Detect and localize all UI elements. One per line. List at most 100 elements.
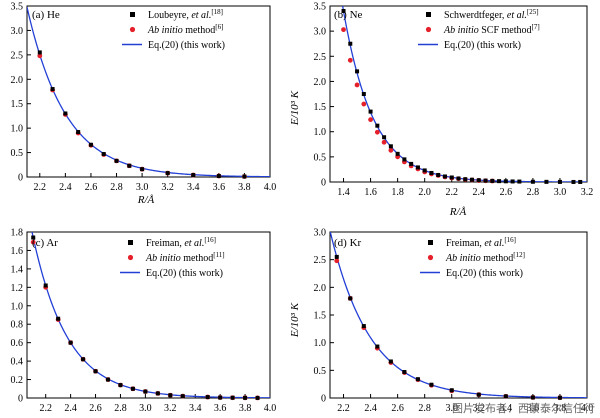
data-point-square bbox=[402, 157, 407, 162]
y-axis-label: E/10³ K bbox=[289, 90, 301, 126]
data-point-circle bbox=[30, 239, 36, 245]
data-point-circle bbox=[361, 101, 367, 107]
x-tick-label: 3.6 bbox=[214, 403, 227, 414]
data-point-square bbox=[402, 369, 407, 374]
data-point-square bbox=[503, 394, 508, 399]
y-tick-label: 1.0 bbox=[314, 338, 327, 349]
x-tick-label: 2.8 bbox=[114, 403, 127, 414]
data-point-square bbox=[517, 179, 522, 184]
data-point-square bbox=[578, 179, 583, 184]
data-point-square bbox=[50, 87, 55, 92]
x-tick-label: 1.8 bbox=[391, 187, 404, 198]
plot-frame bbox=[329, 5, 588, 183]
panel-label: (b) Ne bbox=[334, 9, 363, 21]
chart-panel-2: 1.4 1.6 1.8 2.0 2.2 2.4 2.6 2.8 3.0 3.2 0 0.5 1.0 1.5… bbox=[289, 2, 594, 219]
data-point-square bbox=[388, 359, 393, 364]
x-tick-label: 2.2 bbox=[39, 403, 52, 414]
x-tick-label: 1.4 bbox=[337, 187, 350, 198]
data-point-square bbox=[165, 171, 170, 176]
data-point-square bbox=[557, 395, 562, 400]
data-point-square bbox=[218, 395, 223, 400]
x-tick-label: 2.6 bbox=[85, 182, 98, 193]
x-tick-label: 3.2 bbox=[581, 187, 594, 198]
y-tick-label: 0.6 bbox=[11, 338, 24, 349]
legend: Freiman, et al.[16] Ab initio method[11] E… bbox=[120, 236, 225, 279]
data-point-square bbox=[476, 178, 481, 183]
data-point-square bbox=[180, 394, 185, 399]
y-tick-label: 0 bbox=[18, 173, 23, 184]
data-point-square bbox=[497, 179, 502, 184]
x-tick-label: 2.2 bbox=[34, 182, 47, 193]
y-tick-label: 1.2 bbox=[11, 283, 24, 294]
y-tick-label: 2.0 bbox=[314, 283, 327, 294]
data-point-square bbox=[355, 69, 360, 74]
legend-label: Ab initio method[6] bbox=[147, 23, 223, 36]
legend-circle-marker bbox=[127, 254, 134, 261]
data-point-square bbox=[415, 377, 420, 382]
data-point-square bbox=[409, 161, 414, 166]
y-tick-label: 1.5 bbox=[11, 99, 24, 110]
y-tick-label: 1.0 bbox=[11, 301, 24, 312]
data-point-square bbox=[429, 382, 434, 387]
legend-label: Freiman, et al.[16] bbox=[146, 236, 216, 249]
y-tick-label: 0 bbox=[321, 178, 326, 189]
legend-label: Eq.(20) (this work) bbox=[146, 268, 223, 279]
data-point-square bbox=[436, 172, 441, 177]
legend-label: Eq.(20) (this work) bbox=[446, 268, 523, 279]
y-tick-label: 1.6 bbox=[11, 246, 24, 257]
data-point-square bbox=[334, 254, 339, 259]
data-point-square bbox=[243, 395, 248, 400]
data-point-square bbox=[483, 178, 488, 183]
data-point-square bbox=[490, 178, 495, 183]
legend: Loubeyre, et al.[18] Ab initio method[6] E… bbox=[122, 8, 225, 51]
y-tick-label: 2.0 bbox=[314, 77, 327, 88]
data-point-square bbox=[368, 109, 373, 114]
fit-curve-line bbox=[27, 6, 270, 177]
data-point-square bbox=[375, 123, 380, 128]
data-point-square bbox=[449, 388, 454, 393]
x-tick-label: 2.4 bbox=[364, 403, 377, 414]
watermark-text: 图片发布者：西蒙泰尔信任行 bbox=[452, 401, 595, 415]
data-point-square bbox=[348, 41, 353, 46]
x-tick-label: 3.8 bbox=[554, 403, 567, 414]
y-tick-label: 3.0 bbox=[11, 26, 24, 37]
legend-label: Ab initio SCF method[7] bbox=[443, 23, 540, 36]
x-tick-label: 3.4 bbox=[500, 403, 513, 414]
x-tick-label: 3.4 bbox=[189, 403, 202, 414]
y-tick-label: 0.2 bbox=[11, 375, 24, 386]
x-tick-label: 3.2 bbox=[161, 182, 174, 193]
data-point-square bbox=[191, 173, 196, 178]
y-tick-label: 1.5 bbox=[314, 102, 327, 113]
legend-label: Schwerdtfeger, et al.[25] bbox=[444, 8, 539, 21]
y-tick-label: 3.5 bbox=[314, 2, 327, 13]
data-point-square bbox=[544, 179, 549, 184]
x-axis-label: R/Å bbox=[137, 194, 155, 206]
legend-square-marker bbox=[428, 240, 433, 245]
data-point-square bbox=[510, 179, 515, 184]
legend-circle-marker bbox=[129, 26, 136, 33]
x-tick-label: 4.0 bbox=[264, 182, 277, 193]
x-tick-label: 3.2 bbox=[164, 403, 177, 414]
data-point-square bbox=[422, 168, 427, 173]
x-tick-label: 3.8 bbox=[238, 182, 251, 193]
y-tick-label: 3.0 bbox=[314, 27, 327, 38]
x-tick-label: 3.2 bbox=[473, 403, 486, 414]
data-point-square bbox=[456, 176, 461, 181]
x-tick-label: 2.6 bbox=[500, 187, 513, 198]
x-tick-label: 2.8 bbox=[527, 187, 540, 198]
legend: Schwerdtfeger, et al.[25] Ab initio SCF m… bbox=[418, 8, 540, 51]
data-point-square bbox=[168, 393, 173, 398]
x-tick-label: 3.0 bbox=[445, 403, 458, 414]
data-point-circle bbox=[37, 53, 43, 59]
x-axis-label: R/Å bbox=[449, 206, 467, 218]
x-tick-label: 3.6 bbox=[213, 182, 226, 193]
y-tick-label: 3.5 bbox=[11, 2, 24, 13]
data-point-square bbox=[429, 170, 434, 175]
x-tick-label: 2.0 bbox=[418, 187, 431, 198]
y-tick-label: 2.5 bbox=[314, 52, 327, 63]
data-point-square bbox=[470, 177, 475, 182]
y-tick-label: 2.5 bbox=[11, 50, 24, 61]
legend-label: Eq.(20) (this work) bbox=[148, 40, 225, 51]
y-tick-label: 2.5 bbox=[314, 255, 327, 266]
data-point-circle bbox=[381, 139, 387, 145]
